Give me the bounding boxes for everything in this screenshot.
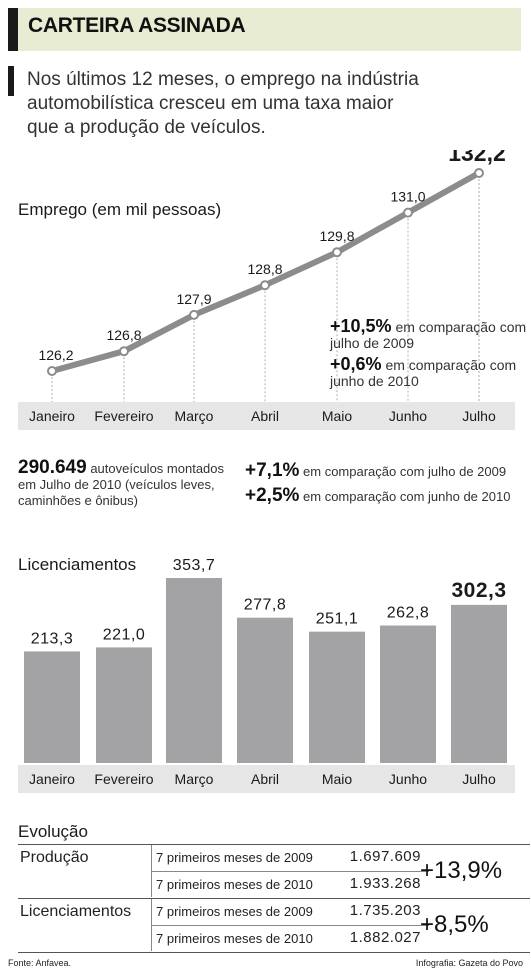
evolucao-group-producao: Produção 7 primeiros meses de 2009 1.697… — [18, 844, 530, 898]
x-tick-label: Janeiro — [29, 408, 75, 424]
x-tick-label: Abril — [251, 771, 279, 787]
data-label: 251,1 — [316, 611, 359, 628]
x-tick-label: Fevereiro — [94, 771, 153, 787]
data-point — [119, 346, 129, 357]
stats-change-julho-text: em comparação com julho de 2009 — [303, 464, 507, 479]
evolucao-value: 1.735.203 — [349, 902, 421, 919]
evolucao-category: Produção — [20, 849, 89, 866]
x-tick-label: Janeiro — [29, 771, 75, 787]
emprego-note-julho-value: +10,5% — [330, 316, 392, 336]
data-label: 131,0 — [390, 189, 425, 205]
intro-text: Nos últimos 12 meses, o emprego na indús… — [27, 69, 419, 138]
data-label: 221,0 — [103, 626, 146, 643]
data-point — [332, 247, 342, 258]
licenciamentos-label: Licenciamentos — [18, 555, 137, 574]
data-label: 128,8 — [247, 261, 282, 277]
x-tick-label: Março — [175, 771, 214, 787]
table-row: 7 primeiros meses de 2009 1.697.609 — [151, 845, 429, 870]
x-axis-band — [18, 402, 515, 430]
data-label: 126,8 — [106, 327, 141, 343]
data-label: 353,7 — [173, 557, 216, 574]
emprego-note-julho-text: em comparação com julho de 2009 — [330, 319, 527, 351]
data-label: 129,8 — [319, 228, 354, 244]
bar — [380, 625, 436, 763]
x-tick-label: Junho — [389, 408, 427, 424]
data-point — [403, 207, 413, 218]
data-point — [260, 280, 270, 291]
x-tick-label: Julho — [462, 771, 496, 787]
x-tick-label: Maio — [322, 771, 353, 787]
x-tick-label: Maio — [322, 408, 353, 424]
evolucao-group-licenciamentos: Licenciamentos 7 primeiros meses de 2009… — [18, 898, 530, 952]
table-row: 7 primeiros meses de 2009 1.735.203 — [151, 899, 429, 924]
emprego-note-julho: +10,5% em comparação com julho de 2009 — [330, 316, 530, 351]
stats-change-junho-text: em comparação com junho de 2010 — [303, 489, 511, 504]
bar — [24, 651, 80, 763]
x-tick-label: Março — [175, 408, 214, 424]
data-label: 277,8 — [244, 597, 287, 614]
data-label: 302,3 — [451, 579, 506, 602]
x-axis-band — [18, 765, 515, 793]
emprego-label: Emprego (em mil pessoas) — [18, 200, 222, 219]
page-title: CARTEIRA ASSINADA — [28, 14, 246, 37]
x-tick-label: Junho — [389, 771, 427, 787]
intro-accent-bar — [8, 66, 14, 96]
divider — [18, 952, 530, 953]
stats-change-junho: +2,5% em comparação com junho de 2010 — [245, 485, 530, 510]
data-label: 126,2 — [38, 347, 73, 363]
bar — [96, 647, 152, 763]
evolucao-title: Evolução — [18, 822, 88, 841]
bar — [237, 617, 293, 763]
header-accent-bar — [8, 8, 18, 51]
data-label: 213,3 — [31, 630, 74, 647]
emprego-note-junho: +0,6% em comparação com junho de 2010 — [330, 354, 530, 389]
evolucao-period: 7 primeiros meses de 2010 — [156, 931, 313, 946]
data-point — [47, 366, 57, 376]
header-band — [8, 8, 521, 51]
stats-total-text: autoveículos montados em Julho de 2010 (… — [18, 461, 225, 508]
data-label: 262,8 — [387, 605, 430, 622]
bar — [451, 604, 507, 763]
data-point — [189, 309, 199, 320]
emprego-note-junho-text: em comparação com junho de 2010 — [330, 357, 517, 389]
bar — [309, 631, 365, 763]
data-label: 127,9 — [176, 291, 211, 307]
source-note: Fonte: Anfavea. — [8, 958, 72, 968]
stats-total: 290.649 autoveículos montados em Julho d… — [18, 457, 243, 509]
data-point — [474, 168, 484, 178]
stats-change-julho: +7,1% em comparação com julho de 2009 — [245, 460, 530, 485]
stats-changes: +7,1% em comparação com julho de 2009 +2… — [245, 460, 530, 510]
emprego-line-chart: 126,2 126,8 127,9 128,8 129,8 131,0 132,2 Janei… — [18, 150, 515, 430]
x-tick-label: Abril — [251, 408, 279, 424]
table-row: 7 primeiros meses de 2010 1.882.027 — [151, 925, 429, 951]
emprego-note-junho-value: +0,6% — [330, 354, 382, 374]
evolucao-period: 7 primeiros meses de 2010 — [156, 877, 313, 892]
bar — [166, 578, 222, 763]
data-label: 132,2 — [448, 150, 506, 166]
evolucao-value: 1.697.609 — [349, 848, 421, 865]
evolucao-value: 1.882.027 — [349, 929, 421, 946]
table-row: 7 primeiros meses de 2010 1.933.268 — [151, 871, 429, 897]
evolucao-period: 7 primeiros meses de 2009 — [156, 904, 313, 919]
stats-change-julho-value: +7,1% — [245, 460, 300, 481]
licenciamentos-bar-chart: 213,3 221,0 353,7 277,8 251,1 262,8 302,3 Janei… — [18, 557, 515, 793]
evolucao-change: +13,9% — [420, 857, 503, 884]
x-tick-label: Fevereiro — [94, 408, 153, 424]
evolucao-category: Licenciamentos — [20, 903, 132, 920]
credit-note: Infografia: Gazeta do Povo — [415, 958, 523, 968]
evolucao-change: +8,5% — [420, 911, 489, 938]
evolucao-value: 1.933.268 — [349, 875, 421, 892]
stats-change-junho-value: +2,5% — [245, 485, 300, 506]
stats-total-value: 290.649 — [18, 457, 87, 478]
evolucao-period: 7 primeiros meses de 2009 — [156, 850, 313, 865]
x-tick-label: Julho — [462, 408, 496, 424]
evolucao-table: Produção 7 primeiros meses de 2009 1.697… — [18, 844, 530, 953]
